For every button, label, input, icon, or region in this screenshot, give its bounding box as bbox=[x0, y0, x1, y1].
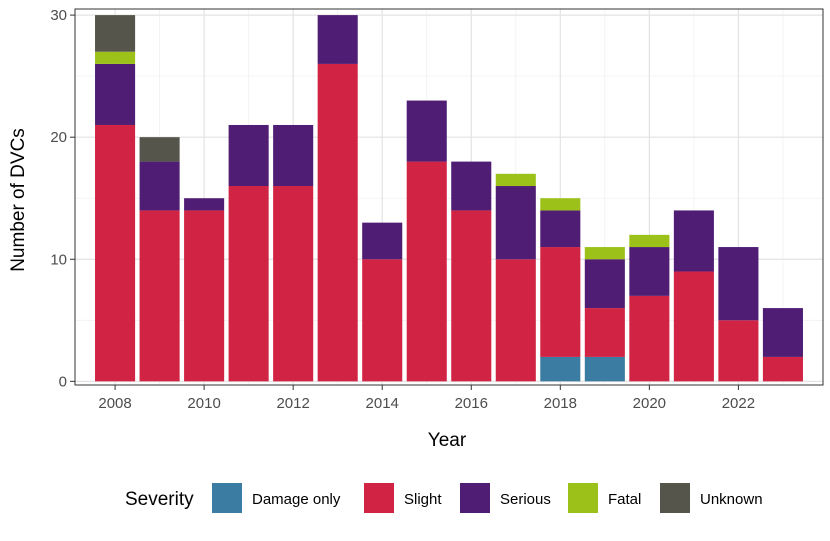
legend-key-unknown bbox=[660, 483, 690, 513]
x-axis-title: Year bbox=[428, 430, 467, 451]
x-tick-label: 2008 bbox=[98, 395, 131, 412]
legend-label: Damage only bbox=[252, 491, 341, 508]
bar-segment-serious bbox=[362, 222, 403, 260]
bar-segment-slight bbox=[362, 259, 403, 382]
bar-segment-serious bbox=[451, 161, 492, 211]
legend-label: Serious bbox=[500, 491, 551, 508]
bar-segment-slight bbox=[95, 124, 136, 382]
x-tick-label: 2012 bbox=[276, 395, 309, 412]
bar-segment-fatal bbox=[95, 51, 136, 64]
legend-key-serious bbox=[460, 483, 490, 513]
bar-segment-damage-only bbox=[540, 356, 581, 382]
bar-segment-serious bbox=[95, 63, 136, 125]
bar-segment-slight bbox=[673, 271, 714, 382]
y-tick-label: 0 bbox=[59, 373, 67, 390]
bar-segment-slight bbox=[184, 210, 225, 382]
y-axis-title: Number of DVCs bbox=[8, 128, 29, 272]
legend-label: Slight bbox=[404, 491, 442, 508]
bar-segment-unknown bbox=[139, 137, 180, 162]
x-tick-label: 2020 bbox=[633, 395, 666, 412]
bar-segment-slight bbox=[762, 356, 803, 382]
x-tick-label: 2018 bbox=[544, 395, 577, 412]
bar-segment-slight bbox=[629, 295, 670, 382]
bar-segment-slight bbox=[273, 186, 314, 382]
legend-title: Severity bbox=[125, 489, 194, 510]
bar-segment-serious bbox=[273, 124, 314, 187]
legend-key-damage-only bbox=[212, 483, 242, 513]
bar-segment-slight bbox=[228, 186, 269, 382]
bar-segment-serious bbox=[584, 259, 625, 309]
bar-segment-serious bbox=[495, 186, 536, 260]
bar-segment-serious bbox=[406, 100, 447, 162]
bar-segment-serious bbox=[718, 247, 759, 321]
bar-segment-fatal bbox=[584, 247, 625, 260]
bar-segment-fatal bbox=[629, 234, 670, 248]
bar-segment-serious bbox=[184, 198, 225, 211]
bar-segment-serious bbox=[139, 161, 180, 211]
y-tick-label: 10 bbox=[50, 251, 67, 268]
bar-segment-slight bbox=[406, 161, 447, 382]
y-tick-label: 30 bbox=[50, 7, 67, 24]
bar-segment-serious bbox=[228, 124, 269, 187]
bar-segment-slight bbox=[495, 259, 536, 382]
bars-layer bbox=[95, 15, 803, 382]
bar-segment-serious bbox=[317, 15, 358, 64]
panel-border bbox=[74, 8, 824, 386]
bar-segment-fatal bbox=[495, 173, 536, 187]
bar-segment-slight bbox=[584, 308, 625, 357]
bar-segment-slight bbox=[317, 63, 358, 382]
legend: Severity Damage only Slight Serious Fatal Un… bbox=[125, 483, 763, 513]
x-tick-label: 2010 bbox=[187, 395, 220, 412]
legend-label: Fatal bbox=[608, 491, 641, 508]
bar-segment-serious bbox=[762, 308, 803, 357]
bar-segment-serious bbox=[540, 210, 581, 248]
bar-segment-fatal bbox=[540, 198, 581, 211]
bar-segment-unknown bbox=[95, 15, 136, 52]
legend-key-fatal bbox=[568, 483, 598, 513]
x-tick-label: 2016 bbox=[455, 395, 488, 412]
bar-segment-damage-only bbox=[584, 356, 625, 382]
legend-label: Unknown bbox=[700, 491, 763, 508]
y-tick-label: 20 bbox=[50, 129, 67, 146]
legend-key-slight bbox=[364, 483, 394, 513]
bar-segment-slight bbox=[451, 210, 492, 382]
x-tick-label: 2022 bbox=[722, 395, 755, 412]
bar-segment-slight bbox=[139, 210, 180, 382]
bar-segment-serious bbox=[629, 247, 670, 296]
bar-segment-slight bbox=[540, 247, 581, 357]
x-tick-label: 2014 bbox=[366, 395, 399, 412]
bar-segment-slight bbox=[718, 320, 759, 382]
bar-segment-serious bbox=[673, 210, 714, 272]
axis-layer: 0 10 20 30 2008 2010 2012 2014 2016 2018 2020 2022 bbox=[50, 7, 755, 412]
